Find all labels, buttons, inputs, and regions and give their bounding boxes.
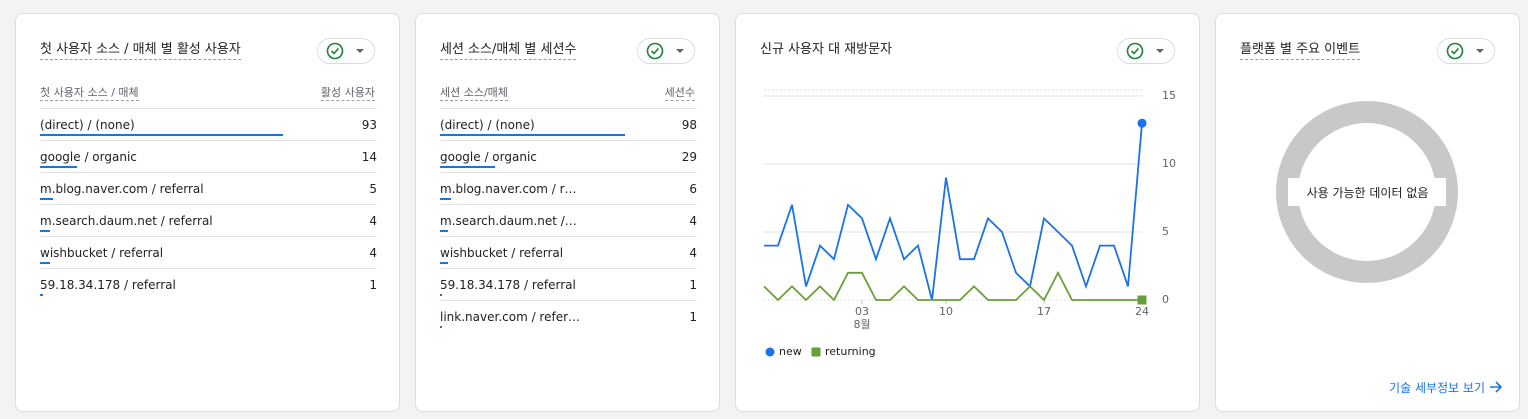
row-bar	[440, 134, 626, 136]
card-title: 신규 사용자 대 재방문자	[760, 42, 892, 57]
table-row: m.search.daum.net /… 4	[440, 204, 697, 237]
row-bar	[40, 294, 43, 296]
row-value: 1	[689, 310, 697, 324]
legend-marker	[811, 347, 821, 357]
link[interactable]: 기술 세부정보 보기	[1389, 381, 1485, 395]
table-row: wishbucket / referral 4	[40, 236, 377, 269]
compare-button[interactable]	[317, 38, 375, 64]
card: 세션 소스/매체 별 세션수 세션 소스/매체 세션수 (direct) / (no…	[415, 13, 720, 412]
row-label: m.blog.naver.com / referral	[40, 182, 204, 196]
x-tick-label: 24	[1135, 305, 1149, 318]
card: 플랫폼 별 주요 이벤트 사용 가능한 데이터 없음 기술 세부정보 보기	[1215, 13, 1520, 412]
label-bg	[1288, 178, 1446, 206]
series-line	[764, 123, 1143, 301]
row-label: google / organic	[40, 150, 137, 164]
row-bar	[440, 166, 495, 168]
table-row: 59.18.34.178 / referral 1	[440, 268, 697, 301]
x-sublabel: 8월	[853, 318, 870, 331]
row-value: 4	[689, 214, 697, 228]
row-label: (direct) / (none)	[40, 118, 135, 132]
table-row: (direct) / (none) 98	[440, 108, 697, 141]
y-tick-label: 15	[1162, 89, 1176, 102]
row-label: 59.18.34.178 / referral	[40, 278, 176, 292]
row-bar	[40, 166, 77, 168]
row-value: 14	[361, 150, 377, 164]
table-row: 59.18.34.178 / referral 1	[40, 268, 377, 301]
table-row: link.naver.com / refer… 1	[440, 300, 697, 333]
y-tick-label: 0	[1162, 293, 1169, 306]
table-row: m.blog.naver.com / referral 5	[40, 172, 377, 205]
table-row: (direct) / (none) 93	[40, 108, 377, 141]
column-header: 첫 사용자 소스 / 매체	[40, 86, 139, 101]
empty-text: 사용 가능한 데이터 없음	[1306, 186, 1429, 200]
column-header: 세션 소스/매체	[440, 86, 508, 101]
column-header: 세션수	[664, 86, 695, 101]
row-value: 29	[681, 150, 697, 164]
row-value: 93	[361, 118, 377, 132]
table-row: google / organic 14	[40, 140, 377, 173]
column-header: 활성 사용자	[320, 86, 375, 101]
card: 첫 사용자 소스 / 매체 별 활성 사용자 첫 사용자 소스 / 매체 활성 사…	[15, 13, 400, 412]
compare-button[interactable]	[637, 38, 695, 64]
legend-marker	[765, 347, 775, 357]
row-bar	[40, 134, 283, 136]
table-row: m.blog.naver.com / r… 6	[440, 172, 697, 205]
row-bar	[40, 198, 54, 200]
row-value: 6	[689, 182, 697, 196]
x-tick-label: 03	[855, 305, 869, 318]
row-label: wishbucket / referral	[40, 246, 164, 260]
row-value: 1	[689, 278, 697, 292]
series-line	[763, 270, 1142, 302]
row-bar	[40, 230, 51, 232]
compare-button[interactable]	[1437, 38, 1495, 64]
row-value: 5	[369, 182, 377, 196]
donut	[1276, 101, 1458, 283]
arrow-icon[interactable]	[1489, 380, 1503, 394]
table-row: m.search.daum.net / referral 4	[40, 204, 377, 237]
compare-button[interactable]	[1117, 38, 1175, 64]
row-value: 1	[369, 278, 377, 292]
y-tick-label: 5	[1162, 225, 1169, 238]
row-bar	[440, 294, 442, 296]
x-tick-label: 10	[939, 305, 953, 318]
card-title[interactable]: 플랫폼 별 주요 이벤트	[1240, 38, 1361, 60]
row-bar	[440, 326, 442, 328]
table-row: wishbucket / referral 4	[440, 236, 697, 269]
row-value: 4	[369, 214, 377, 228]
donut-ring	[1276, 101, 1458, 283]
legend-label: returning	[825, 345, 876, 358]
row-bar	[440, 262, 448, 264]
x-tick-label: 17	[1037, 305, 1051, 318]
row-label: link.naver.com / refer…	[440, 310, 581, 324]
row-label: google / organic	[440, 150, 537, 164]
row-bar	[440, 230, 448, 232]
end-marker	[1137, 295, 1147, 305]
table-row: google / organic 29	[440, 140, 697, 173]
row-value: 98	[681, 118, 697, 132]
row-value: 4	[689, 246, 697, 260]
y-tick-label: 10	[1162, 157, 1176, 170]
card-title[interactable]: 첫 사용자 소스 / 매체 별 활성 사용자	[40, 38, 241, 60]
row-label: (direct) / (none)	[440, 118, 535, 132]
end-marker	[1137, 118, 1147, 128]
row-bar	[440, 198, 452, 200]
row-value: 4	[369, 246, 377, 260]
card-title[interactable]: 세션 소스/매체 별 세션수	[440, 38, 577, 60]
row-label: wishbucket / referral	[440, 246, 564, 260]
row-bar	[40, 262, 51, 264]
row-label: m.blog.naver.com / r…	[440, 182, 577, 196]
row-label: m.search.daum.net /…	[440, 214, 577, 228]
row-label: 59.18.34.178 / referral	[440, 278, 576, 292]
legend-label: new	[779, 345, 802, 358]
row-label: m.search.daum.net / referral	[40, 214, 213, 228]
card: 신규 사용자 대 재방문자 0 5 10 15 03 8월 10 17 24 new returni…	[735, 13, 1200, 412]
